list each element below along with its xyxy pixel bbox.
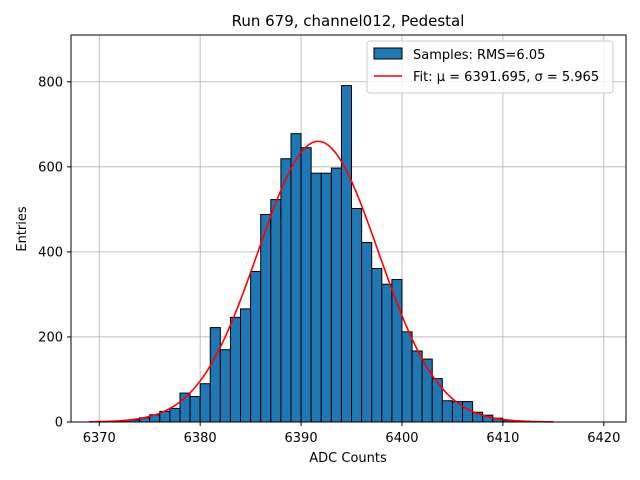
y-tick-label: 400 [38,245,63,260]
histogram-bar [189,395,201,423]
histogram-bar [229,316,242,423]
histogram-bar [300,147,312,423]
histogram-bar [431,378,443,423]
y-tick-label: 600 [38,160,63,175]
histogram-bar [381,283,393,423]
plot-frame [70,34,627,423]
x-tick-label: 6380 [184,431,217,446]
x-tick-label: 6410 [486,431,519,446]
histogram-bar [169,407,181,423]
histogram-bar [260,213,272,423]
x-tick-label: 6420 [587,431,620,446]
y-axis-label: Entries [15,206,30,252]
histogram-bar [401,331,413,423]
legend-label-samples: Samples: RMS=6.05 [413,48,545,63]
histogram-bar [270,199,282,423]
histogram-bar [462,401,474,423]
x-axis-label: ADC Counts [309,451,387,466]
histogram-bar [250,270,262,423]
x-tick-label: 6370 [83,431,116,446]
histogram-bar [219,349,231,423]
y-axis-ticks: 0 200 400 600 800 [38,75,71,431]
fit-curve [89,140,554,423]
histogram-bar [240,308,252,423]
histogram-bar [310,172,322,423]
legend-label-fit: Fit: μ = 6391.695, σ = 5.965 [413,70,599,85]
legend-bar-swatch [373,47,403,60]
y-tick-label: 200 [38,330,63,345]
legend-box [366,40,614,94]
histogram-bar [351,208,363,423]
legend: Samples: RMS=6.05 Fit: μ = 6391.695, σ =… [366,40,614,94]
histogram-bar [441,400,453,423]
histogram-bar [280,158,292,423]
histogram-bar [361,242,373,423]
histogram-bar [330,167,342,423]
histogram-bar [320,172,332,423]
x-tick-label: 6400 [385,431,418,446]
histogram-bar [290,133,302,423]
histogram-bar [199,383,211,423]
histogram-bar [209,327,221,423]
histogram-bar [371,267,383,423]
y-tick-label: 800 [38,75,63,90]
y-tick-label: 0 [55,416,63,431]
x-tick-label: 6390 [285,431,318,446]
histogram-bar [411,350,423,423]
x-axis-ticks: 6370 6380 6390 6400 6410 6420 [83,422,620,446]
chart-title: Run 679, channel012, Pedestal [232,12,465,30]
histogram-bar [340,85,353,423]
